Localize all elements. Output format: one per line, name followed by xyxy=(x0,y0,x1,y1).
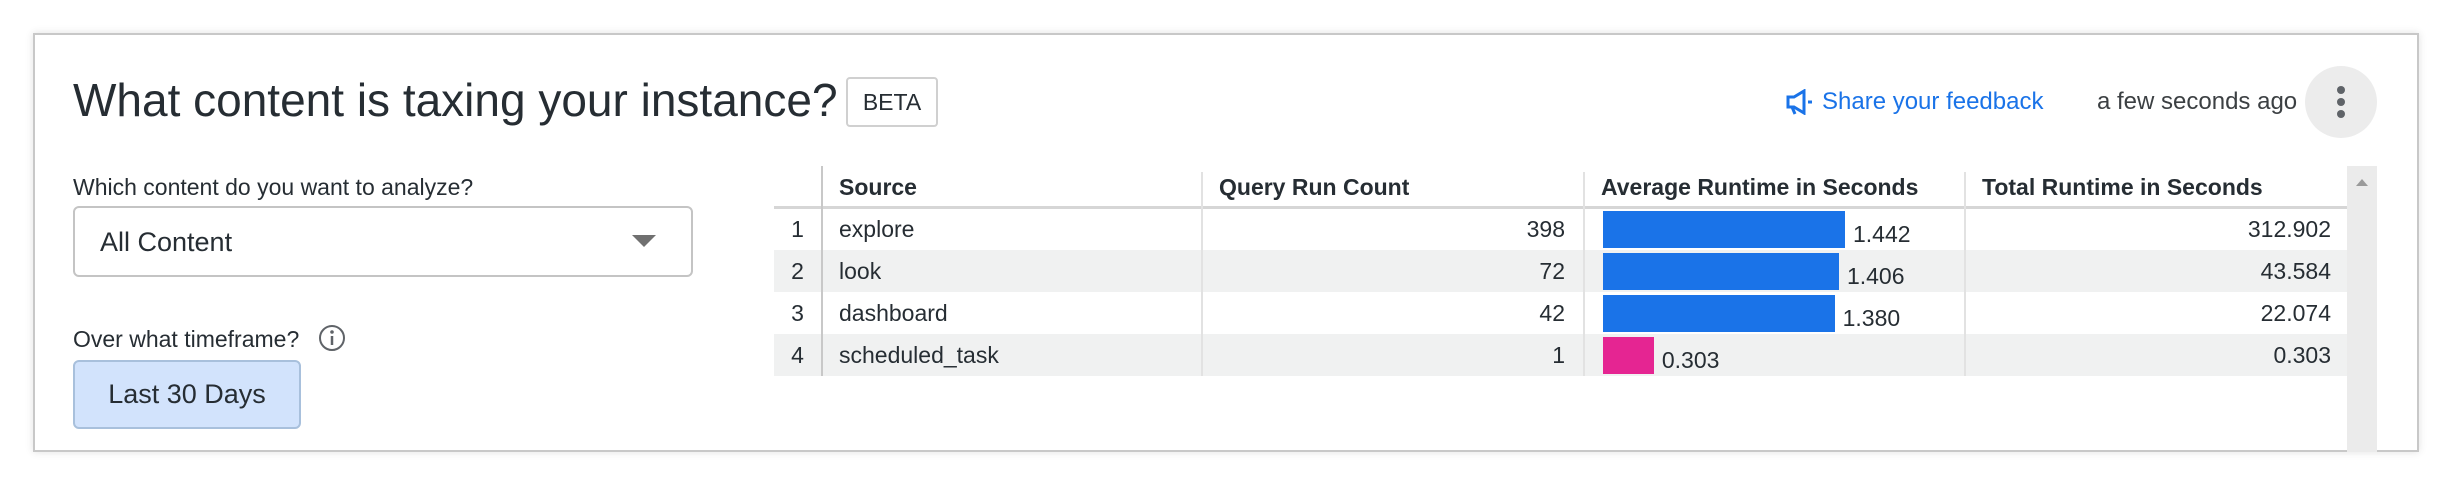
scroll-up[interactable] xyxy=(2347,172,2377,192)
card xyxy=(33,33,2419,452)
total-runtime: 0.303 xyxy=(2273,342,2331,368)
column-divider xyxy=(1964,172,1966,376)
column-header: Query Run Count xyxy=(1219,174,1410,200)
column-divider xyxy=(821,166,823,376)
source: dashboard xyxy=(839,300,948,326)
column-divider xyxy=(1583,172,1585,376)
average-runtime: 0.303 xyxy=(1661,347,1720,373)
column-header: Source xyxy=(839,174,917,200)
row-index: 1 xyxy=(791,216,804,242)
dropdown-caret xyxy=(632,235,656,247)
query-run-count: 398 xyxy=(1526,216,1565,242)
source: look xyxy=(839,258,882,284)
column-header: Average Runtime in Seconds xyxy=(1601,174,1919,200)
row-index: 4 xyxy=(791,342,804,368)
row-background xyxy=(774,208,2347,250)
dropdown-value: All Content xyxy=(100,227,233,257)
average-runtime: 1.380 xyxy=(1842,305,1901,331)
query-run-count: 42 xyxy=(1539,300,1565,326)
row-background xyxy=(774,250,2347,292)
column-divider xyxy=(1201,172,1203,376)
title: What content is taxing your instance? xyxy=(73,74,838,126)
updated-time: a few seconds ago xyxy=(2097,88,2298,115)
total-runtime: 43.584 xyxy=(2260,258,2331,284)
query-run-count: 72 xyxy=(1539,258,1565,284)
total-runtime: 22.074 xyxy=(2260,300,2331,326)
source: explore xyxy=(839,216,915,242)
info-icon[interactable] xyxy=(318,324,346,352)
average-runtime: 1.406 xyxy=(1846,263,1905,289)
timeframe-label: Over what timeframe? xyxy=(73,326,300,352)
row-background xyxy=(774,292,2347,334)
menu-button[interactable] xyxy=(2305,66,2377,138)
runtime-bar xyxy=(1603,211,1845,248)
scrollbar xyxy=(2347,166,2377,452)
average-runtime: 1.442 xyxy=(1853,221,1911,247)
column-header: Total Runtime in Seconds xyxy=(1982,174,2263,200)
row-index: 3 xyxy=(791,300,804,326)
runtime-bar xyxy=(1603,337,1654,374)
megaphone-icon[interactable] xyxy=(1785,89,1813,115)
total-runtime: 312.902 xyxy=(2247,216,2331,242)
runtime-bar xyxy=(1603,253,1839,290)
header-border xyxy=(774,206,2347,209)
content-dropdown[interactable] xyxy=(73,206,693,277)
query-run-count: 1 xyxy=(1552,342,1565,368)
table: Source Query Run Count Average Runtime in … xyxy=(774,166,2377,452)
content-label: Which content do you want to analyze? xyxy=(73,174,474,200)
row-background xyxy=(774,334,2347,376)
row-index: 2 xyxy=(791,258,804,284)
runtime-bar xyxy=(1603,295,1835,332)
source: scheduled_task xyxy=(839,342,999,368)
timeframe-button[interactable]: Last 30 Days xyxy=(73,360,301,429)
beta-badge: BETA xyxy=(846,77,938,127)
feedback-link[interactable]: Share your feedback xyxy=(1822,88,2044,115)
